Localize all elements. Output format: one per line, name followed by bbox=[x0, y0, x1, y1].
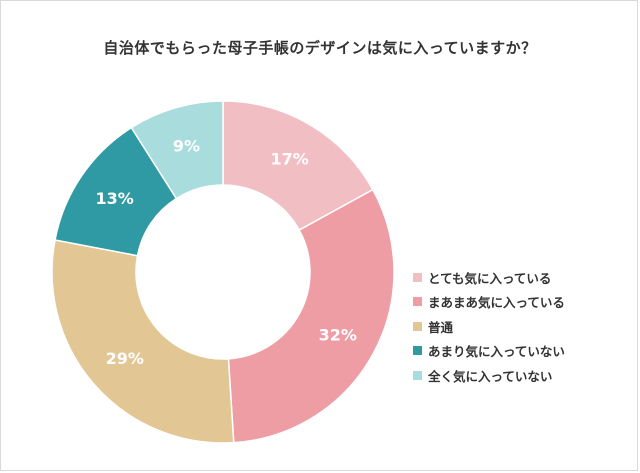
chart-title: 自治体でもらった母子手帳のデザインは気に入っていますか？ bbox=[103, 39, 537, 57]
slice-value-label-2: 32% bbox=[319, 326, 357, 345]
donut-slice-5 bbox=[130, 100, 224, 200]
donut-slice-3 bbox=[51, 239, 235, 444]
donut-slice-2 bbox=[227, 188, 395, 444]
legend-item-4: あまり気に入っていない bbox=[413, 339, 633, 364]
legend-swatch bbox=[413, 346, 422, 356]
slice-value-label-3: 29% bbox=[106, 349, 144, 368]
legend-item-3: 普通 bbox=[413, 314, 633, 339]
legend-label: まあまあ気に入っている bbox=[428, 295, 565, 311]
chart-legend: とても気に入っている まあまあ気に入っている 普通あまり気に入っていない 全く気に入っ… bbox=[413, 265, 633, 388]
donut-slices bbox=[51, 100, 395, 444]
slice-value-label-1: 17% bbox=[271, 150, 309, 169]
slice-labels: 17% 32% 29% 13% 9% bbox=[96, 137, 357, 368]
slice-value-label-5: 9% bbox=[173, 137, 200, 156]
legend-swatch bbox=[413, 272, 422, 282]
legend-label: とても気に入っている bbox=[428, 270, 552, 286]
legend-label: あまり気に入っていない bbox=[428, 344, 565, 360]
legend-item-1: とても気に入っている bbox=[413, 265, 633, 290]
legend-swatch bbox=[413, 321, 422, 331]
slice-value-label-4: 13% bbox=[96, 189, 134, 208]
legend-label: 全く気に入っていない bbox=[428, 368, 553, 384]
legend-item-2: まあまあ気に入っている bbox=[413, 290, 633, 315]
legend-swatch bbox=[413, 370, 422, 380]
legend-swatch bbox=[413, 297, 422, 307]
legend-item-5: 全く気に入っていない bbox=[413, 363, 633, 388]
donut-slice-1 bbox=[222, 100, 374, 232]
legend-label: 普通 bbox=[428, 319, 454, 335]
